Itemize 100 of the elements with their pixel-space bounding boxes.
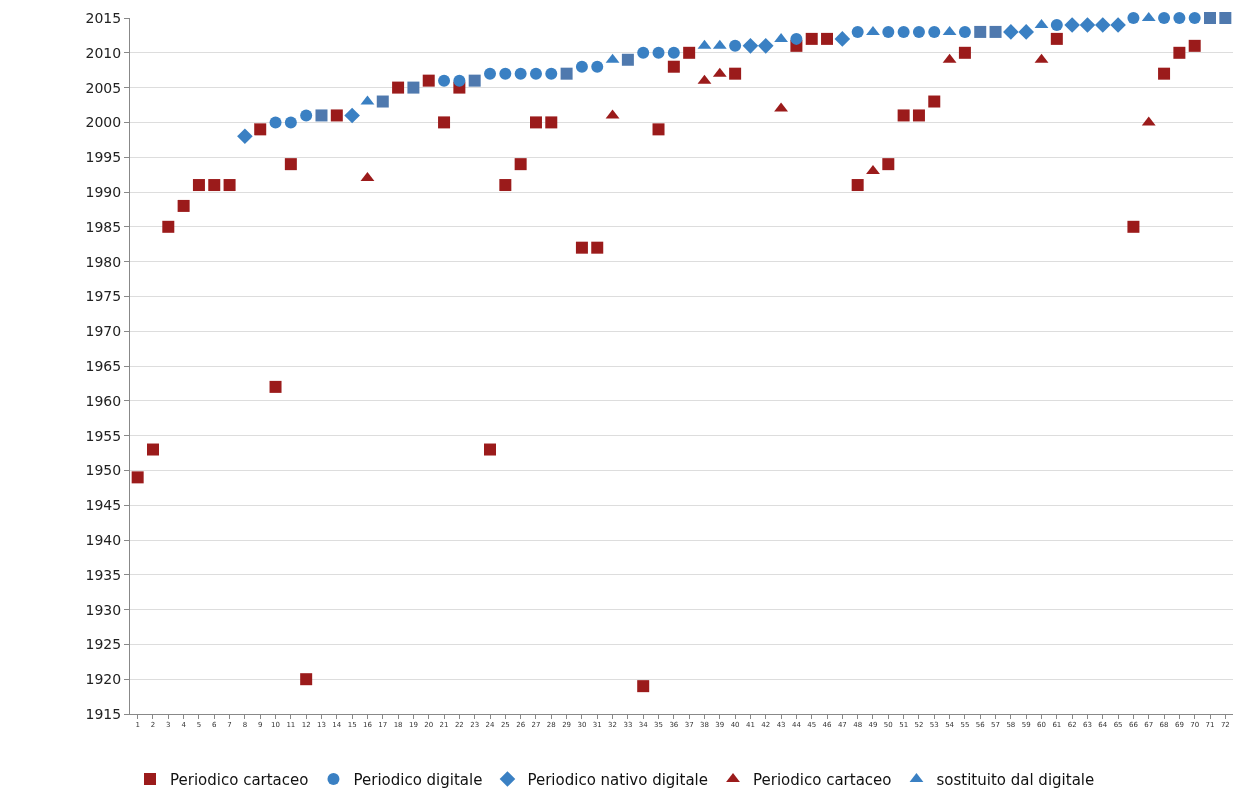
point	[146, 443, 159, 456]
point	[1188, 39, 1201, 52]
point	[315, 109, 328, 122]
point	[376, 95, 389, 108]
point	[882, 158, 895, 171]
y-tick-label: 1990	[85, 183, 122, 200]
point	[757, 38, 774, 54]
point	[851, 179, 864, 192]
y-tick-label: 1920	[85, 671, 122, 688]
point	[300, 673, 313, 686]
point	[897, 109, 910, 122]
point	[162, 220, 175, 233]
point	[514, 67, 527, 80]
point	[974, 25, 987, 38]
point	[851, 25, 864, 38]
y-tick-label: 1945	[85, 497, 122, 514]
point	[392, 81, 405, 94]
legend-label: Periodico cartaceo	[170, 770, 309, 789]
point	[484, 443, 497, 456]
point	[1204, 12, 1217, 24]
point	[621, 53, 634, 66]
legend-label: Periodico cartaceo	[753, 770, 892, 789]
point	[912, 25, 925, 38]
point	[1003, 24, 1019, 40]
point	[1188, 12, 1201, 24]
y-tick-label: 1915	[85, 705, 122, 722]
point	[1050, 18, 1063, 31]
point	[1219, 12, 1232, 24]
point	[742, 38, 759, 54]
point	[866, 25, 880, 35]
y-tick-label: 1965	[85, 357, 122, 374]
point	[1158, 12, 1171, 24]
point	[438, 74, 451, 87]
point	[652, 123, 665, 136]
point	[300, 109, 313, 122]
y-tick-label: 1925	[85, 636, 122, 653]
point	[407, 81, 420, 94]
y-tick-label: 1940	[85, 531, 122, 548]
point	[790, 32, 803, 45]
point	[575, 241, 588, 254]
point	[514, 158, 527, 171]
y-tick-label: 1935	[85, 566, 122, 583]
point	[637, 46, 650, 59]
point	[1158, 67, 1171, 80]
point	[131, 471, 144, 484]
point	[1110, 17, 1126, 33]
point	[1173, 12, 1186, 24]
point	[821, 32, 834, 45]
point	[729, 67, 742, 80]
point	[223, 179, 236, 192]
point	[989, 25, 1002, 38]
y-tick-label: 1970	[85, 323, 122, 340]
point	[866, 165, 880, 175]
point	[1127, 12, 1140, 24]
point	[882, 25, 895, 38]
legend-label: Periodico digitale	[353, 770, 483, 789]
y-tick-label: 1955	[85, 427, 122, 444]
point	[912, 109, 925, 122]
point	[1094, 17, 1111, 33]
point	[591, 60, 604, 73]
point	[683, 46, 696, 59]
point	[928, 95, 941, 108]
point	[575, 60, 588, 73]
point	[529, 67, 542, 80]
point	[805, 32, 818, 45]
point	[1064, 17, 1080, 33]
y-tick-label: 2005	[85, 79, 122, 96]
point	[834, 31, 851, 47]
point	[545, 67, 558, 80]
y-tick-label: 1975	[85, 288, 122, 305]
y-tick-label: 1980	[85, 253, 122, 270]
point	[897, 25, 910, 38]
point	[545, 116, 558, 129]
point	[1127, 220, 1140, 233]
y-tick-label: 1930	[85, 601, 122, 618]
point	[1018, 24, 1034, 40]
point	[468, 74, 481, 87]
point	[958, 25, 971, 38]
point	[529, 116, 542, 129]
y-tick-label: 2010	[85, 44, 122, 61]
point	[269, 116, 282, 129]
y-tick-label: 2000	[85, 114, 122, 131]
point	[667, 46, 680, 59]
point	[667, 60, 680, 73]
point	[499, 179, 512, 192]
point	[254, 123, 267, 136]
point	[330, 109, 343, 122]
point	[284, 116, 297, 129]
point	[560, 67, 573, 80]
y-tick-label: 1985	[85, 218, 122, 235]
y-tick-label: 1960	[85, 392, 122, 409]
legend-label: Periodico nativo digitale	[527, 770, 709, 789]
point	[208, 179, 221, 192]
point	[284, 158, 297, 171]
point	[729, 39, 742, 52]
point	[484, 67, 497, 80]
point	[1050, 32, 1063, 45]
point	[453, 74, 466, 87]
point	[237, 128, 253, 145]
point	[192, 179, 205, 192]
